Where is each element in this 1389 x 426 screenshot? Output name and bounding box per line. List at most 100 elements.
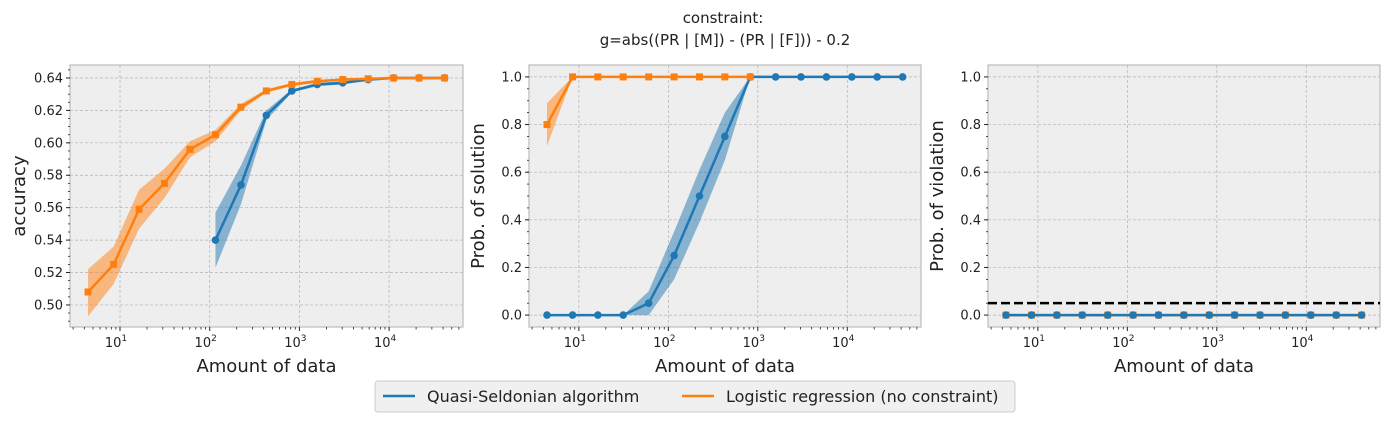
data-point (1053, 311, 1061, 319)
y-tick-label: 1.0 (960, 70, 981, 85)
y-tick-label: 0.50 (34, 298, 63, 313)
data-point (1078, 311, 1087, 319)
data-point (721, 132, 729, 141)
y-tick-label: 0.0 (501, 309, 522, 324)
data-point (1205, 311, 1214, 319)
series-quasi-seldonian-algorithm (543, 73, 907, 319)
x-tick-base: 10 (743, 336, 760, 351)
x-tick-base: 10 (564, 336, 581, 351)
data-point (262, 111, 271, 120)
x-tick-base: 10 (374, 336, 391, 351)
data-point (364, 75, 372, 83)
x-tick-base: 10 (105, 336, 122, 351)
data-point (696, 73, 704, 81)
data-point (746, 73, 754, 81)
x-axis-label: Amount of data (196, 356, 336, 377)
data-point (771, 73, 780, 81)
legend: Quasi-Seldonian algorithm Logistic regre… (374, 380, 1016, 413)
x-tick-label: 102 (653, 334, 675, 351)
data-point (898, 73, 907, 81)
data-point (1256, 311, 1264, 319)
data-point (262, 87, 270, 95)
y-tick-label: 0.4 (501, 213, 522, 228)
y-tick-label: 0.2 (501, 261, 522, 276)
y-axis-label: accuracy (9, 155, 30, 237)
legend-label-logistic-regression: Logistic regression (no constraint) (726, 387, 998, 406)
data-point (797, 73, 805, 81)
data-point (1154, 311, 1163, 319)
x-tick-base: 10 (195, 336, 212, 351)
confidence-band (546, 76, 903, 316)
series-logistic-regression-no-constraint- (84, 74, 449, 317)
x-tick-label: 103 (743, 334, 765, 351)
data-point (822, 73, 831, 81)
data-point (415, 74, 423, 82)
data-point (110, 260, 118, 268)
y-tick-label: 0.58 (34, 169, 63, 184)
data-point (211, 131, 219, 139)
y-axis-label: Prob. of solution (468, 123, 489, 269)
data-point (84, 288, 92, 296)
figure-title-line1: constraint: (683, 9, 764, 27)
legend-label-quasi-seldonian: Quasi-Seldonian algorithm (427, 387, 639, 406)
x-tick-exponent: 4 (1308, 334, 1314, 344)
x-tick-exponent: 4 (390, 334, 396, 344)
y-tick-label: 0.6 (501, 166, 522, 181)
x-tick-base: 10 (1291, 336, 1308, 351)
plot-area (69, 64, 464, 328)
data-point (695, 192, 704, 200)
x-tick-label: 101 (564, 334, 586, 351)
data-point (594, 73, 602, 81)
data-point (569, 73, 577, 81)
y-tick-label: 0.0 (960, 309, 981, 324)
data-point (594, 311, 602, 319)
x-tick-label: 102 (1112, 334, 1134, 351)
data-point (721, 73, 729, 81)
x-tick-exponent: 4 (849, 334, 855, 344)
x-tick-label: 102 (195, 334, 217, 351)
x-tick-base: 10 (1202, 336, 1219, 351)
x-tick-base: 10 (1023, 336, 1040, 351)
x-tick-exponent: 2 (1129, 334, 1135, 344)
data-point (568, 311, 577, 319)
data-point (339, 76, 347, 84)
y-tick-label: 0.8 (501, 118, 522, 133)
x-tick-exponent: 2 (670, 334, 676, 344)
x-tick-exponent: 2 (211, 334, 217, 344)
x-tick-base: 10 (653, 336, 670, 351)
data-point (1129, 311, 1137, 319)
x-tick-exponent: 1 (121, 334, 127, 344)
y-tick-label: 1.0 (501, 70, 522, 85)
data-point (1230, 311, 1239, 319)
data-point (1307, 311, 1315, 319)
data-point (211, 236, 220, 244)
x-tick-base: 10 (832, 336, 849, 351)
data-point (135, 205, 143, 213)
x-tick-label: 103 (1202, 334, 1224, 351)
y-tick-label: 0.54 (34, 234, 63, 249)
x-tick-label: 104 (374, 334, 397, 351)
x-tick-exponent: 3 (1218, 334, 1224, 344)
data-point (237, 103, 245, 111)
data-point (619, 311, 628, 319)
y-tick-label: 0.60 (34, 136, 63, 151)
data-point (288, 87, 296, 95)
x-tick-label: 104 (1291, 334, 1314, 351)
x-tick-exponent: 1 (580, 334, 586, 344)
data-point (441, 74, 449, 82)
data-point (670, 73, 678, 81)
x-tick-base: 10 (284, 336, 301, 351)
data-point (160, 179, 168, 187)
data-point (1332, 311, 1341, 319)
data-point (1103, 311, 1112, 319)
x-axis-label: Amount of data (655, 356, 795, 377)
data-point (543, 311, 551, 319)
data-point (1027, 311, 1036, 319)
plot-area (987, 64, 1381, 328)
y-tick-label: 0.6 (960, 166, 981, 181)
data-point (237, 181, 245, 189)
data-point (644, 299, 653, 307)
